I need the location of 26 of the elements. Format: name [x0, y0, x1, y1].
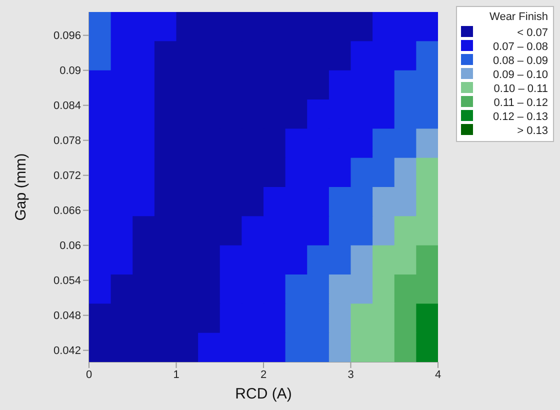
x-tick-label: 2: [260, 368, 267, 381]
y-tick-label: 0.048: [53, 310, 81, 322]
color-bar-label: 0.10 – 0.11: [494, 83, 548, 95]
color-bar-label: 0.12 – 0.13: [492, 111, 548, 123]
y-tick-label: 0.06: [60, 240, 81, 252]
legend-title: Wear Finish: [490, 11, 548, 23]
y-tick-label: 0.078: [53, 135, 81, 148]
color-bar-label: 0.09 – 0.10: [492, 69, 548, 81]
color-bar-label: < 0.07: [517, 27, 548, 39]
y-tick-label: 0.072: [53, 170, 81, 182]
y-tick-label: 0.084: [53, 100, 81, 112]
x-axis-title: RCD (A): [235, 386, 292, 403]
x-tick-label: 4: [434, 368, 442, 381]
y-axis-title: Gap (mm): [12, 153, 30, 221]
color-bar-label: 0.11 – 0.12: [494, 97, 548, 109]
x-tick-label: 0: [86, 368, 92, 381]
color-bar-label: > 0.13: [517, 125, 548, 137]
x-tick-label: 3: [348, 368, 354, 381]
color-bar-label: 0.08 – 0.09: [492, 55, 548, 67]
y-tick-label: 0.054: [53, 275, 81, 288]
x-tick-label: 1: [173, 368, 180, 381]
y-tick-label: 0.09: [60, 65, 81, 78]
color-bar-label: 0.07 – 0.08: [492, 41, 548, 53]
y-tick-label: 0.066: [53, 205, 81, 218]
y-tick-label: 0.042: [53, 345, 81, 358]
y-tick-label: 0.096: [53, 30, 81, 42]
